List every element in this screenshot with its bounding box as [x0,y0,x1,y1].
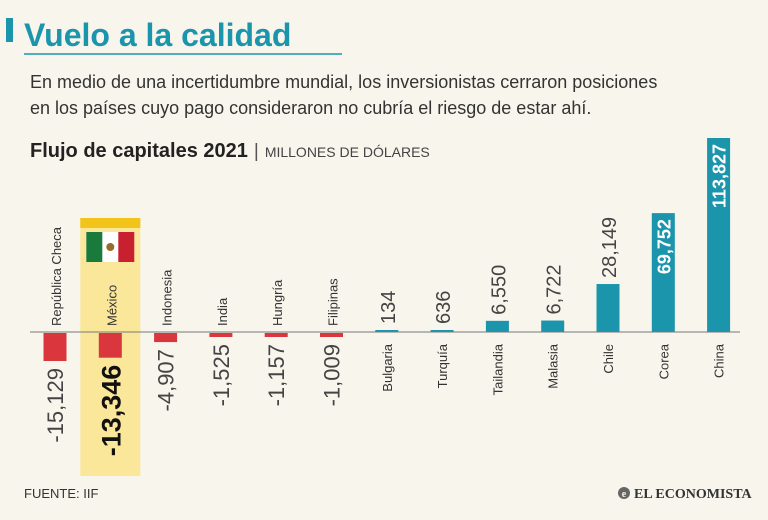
value-label-11: 69,752 [654,219,674,274]
value-label-10: 28,149 [599,217,621,278]
title-accent-bar [6,18,13,42]
bars-layer [43,138,731,361]
category-label-10: Chile [601,344,616,374]
bar-0 [43,333,67,361]
bar-4 [264,333,288,337]
category-label-6: Bulgaria [380,343,395,391]
bar-2 [154,333,178,343]
category-label-8: Tailandia [490,343,505,395]
labels-layer: República Checa -15,129 México -13,346 Indon… [43,144,730,456]
bar-1 [98,333,122,358]
subtitle-line-2: en los países cuyo pago consideraron no … [30,98,591,118]
value-label-2: -4,907 [154,349,179,411]
category-label-0: República Checa [49,226,64,326]
value-label-12: 113,827 [710,144,730,208]
value-label-7: 636 [433,291,455,324]
bar-5 [320,333,343,337]
category-label-7: Turquía [435,343,450,388]
chart-title-line: Flujo de capitales 2021 | MILLONES DE DÓLA… [30,140,430,162]
mexico-flag-green [86,232,103,262]
category-label-3: India [215,297,230,326]
publisher-logo: EL ECONOMISTA [634,487,752,502]
bar-6 [375,330,399,332]
source-note: FUENTE: IIF [24,486,98,501]
subtitle-line-1: En medio de una incertidumbre mundial, l… [30,72,657,92]
mexico-flag-emblem [106,243,115,251]
value-label-6: 134 [378,291,400,324]
category-label-2: Indonesia [160,269,175,326]
category-label-12: China [712,343,727,378]
chart-unit: MILLONES DE DÓLARES [265,144,430,160]
category-label-9: Malasia [546,343,561,389]
header: Vuelo a la calidad En medio de una incer… [6,17,657,162]
chart-title-separator: | [254,141,259,162]
value-label-5: -1,009 [320,344,345,406]
bar-3 [209,333,233,337]
category-label-4: Hungría [270,279,285,326]
category-label-5: Filipinas [326,278,341,326]
bar-9 [541,320,565,332]
value-label-0: -15,129 [43,368,68,443]
bar-11 [651,213,675,332]
publisher-logo-icon [618,487,630,499]
value-label-3: -1,525 [209,344,234,406]
value-label-9: 6,722 [544,264,566,314]
bar-12 [707,138,731,332]
mexico-flag-red [118,232,135,262]
value-label-1: -13,346 [96,365,126,457]
highlight-layer [80,218,141,476]
bar-8 [485,320,509,332]
category-label-11: Corea [656,343,671,379]
chart-title: Flujo de capitales 2021 [30,140,248,162]
bar-7 [430,330,454,332]
publisher-logo-mark: e [622,489,627,500]
value-label-8: 6,550 [488,265,510,315]
highlight-band [80,218,141,228]
category-label-1: México [104,285,119,326]
footer: FUENTE: IIF e EL ECONOMISTA [24,486,752,502]
bar-10 [596,284,620,332]
page-title: Vuelo a la calidad [24,17,291,53]
value-label-4: -1,157 [264,344,289,406]
